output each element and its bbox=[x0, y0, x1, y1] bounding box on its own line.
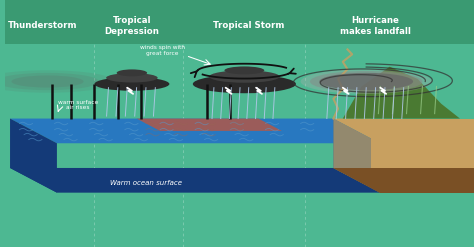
Polygon shape bbox=[10, 168, 380, 193]
Ellipse shape bbox=[225, 66, 264, 74]
Text: Warm ocean surface: Warm ocean surface bbox=[110, 180, 182, 186]
Ellipse shape bbox=[301, 69, 432, 94]
Text: Thunderstorm: Thunderstorm bbox=[8, 21, 78, 30]
Polygon shape bbox=[10, 119, 57, 193]
Ellipse shape bbox=[11, 76, 83, 88]
Polygon shape bbox=[333, 119, 380, 193]
Ellipse shape bbox=[0, 73, 99, 90]
Polygon shape bbox=[333, 168, 474, 193]
Ellipse shape bbox=[94, 77, 169, 91]
Polygon shape bbox=[333, 119, 380, 193]
Ellipse shape bbox=[0, 70, 115, 93]
Ellipse shape bbox=[106, 73, 158, 82]
Text: Hurricane
makes landfall: Hurricane makes landfall bbox=[340, 16, 411, 36]
Text: winds spin with
great force: winds spin with great force bbox=[140, 45, 185, 56]
Ellipse shape bbox=[209, 70, 280, 83]
Polygon shape bbox=[137, 119, 282, 131]
Ellipse shape bbox=[310, 71, 422, 92]
Ellipse shape bbox=[193, 75, 296, 93]
Ellipse shape bbox=[319, 73, 413, 90]
Text: Tropical
Depression: Tropical Depression bbox=[104, 16, 159, 36]
Polygon shape bbox=[343, 67, 474, 119]
Polygon shape bbox=[371, 119, 474, 168]
Polygon shape bbox=[333, 119, 418, 143]
Ellipse shape bbox=[117, 69, 147, 76]
Text: Tropical Storm: Tropical Storm bbox=[213, 21, 285, 30]
Polygon shape bbox=[10, 119, 380, 143]
FancyBboxPatch shape bbox=[5, 0, 474, 44]
Text: warm surface
air rises: warm surface air rises bbox=[58, 100, 98, 110]
